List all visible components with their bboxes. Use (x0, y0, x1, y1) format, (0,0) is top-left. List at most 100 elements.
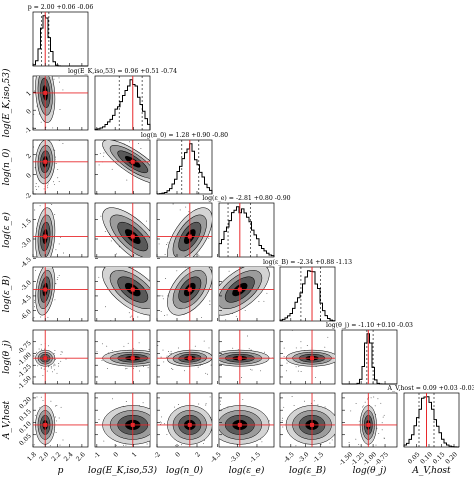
sample-point (291, 396, 293, 398)
sample-point (375, 444, 377, 446)
sample-point (41, 134, 42, 135)
sample-point (103, 155, 105, 157)
sample-point (110, 320, 112, 321)
sample-point (213, 416, 214, 417)
sample-point (153, 407, 154, 408)
sample-point (217, 217, 218, 218)
sample-point (275, 357, 276, 358)
sample-point (163, 460, 164, 461)
sample-point (115, 444, 117, 446)
sample-point (300, 347, 302, 349)
sample-point (215, 445, 216, 446)
x-tick-label: -4.5 (282, 451, 295, 464)
density (217, 393, 277, 451)
sample-point (124, 199, 125, 200)
sample-point (47, 183, 49, 185)
sample-point (356, 449, 357, 450)
sample-point (42, 385, 43, 386)
sample-point (35, 183, 37, 184)
sample-point (152, 257, 153, 258)
sample-point (33, 355, 35, 357)
panel-ticks (217, 397, 258, 447)
panel-frame (218, 202, 275, 258)
truth-marker (130, 234, 135, 239)
sample-point (96, 351, 98, 353)
sample-point (65, 358, 67, 360)
sample-point (217, 441, 218, 442)
density (157, 330, 212, 384)
sample-point (44, 262, 45, 263)
y-tick-label: -1.5 (19, 218, 32, 231)
sample-point (38, 348, 40, 350)
sample-point (58, 363, 60, 364)
sample-point (103, 263, 104, 264)
sample-point (166, 314, 168, 316)
x-axis-label: p (58, 466, 64, 476)
sample-point (50, 367, 52, 369)
density (157, 267, 212, 321)
sample-point (107, 368, 108, 370)
sample-point (231, 328, 232, 329)
sample-point (381, 429, 383, 431)
sample-point (92, 194, 93, 195)
panel-title: log(ε_e) = -2.81 +0.80 -0.90 (202, 195, 290, 202)
sample-point (174, 406, 176, 408)
sample-point (25, 325, 26, 326)
x-tick-label: 1 (131, 451, 139, 459)
sample-point (276, 405, 277, 406)
sample-point (244, 309, 246, 311)
panel-ticks (342, 397, 386, 447)
sample-point (219, 400, 221, 402)
panel-ticks (416, 444, 455, 447)
histogram-panel (32, 11, 89, 67)
sample-point (157, 367, 158, 368)
sample-point (341, 354, 342, 355)
sample-point (31, 165, 32, 166)
sample-point (36, 131, 37, 132)
sample-point (54, 364, 56, 366)
panel-title: log(n_0) = 1.28 +0.90 -0.80 (141, 132, 228, 139)
sample-point (58, 140, 60, 141)
sample-point (262, 450, 263, 451)
sample-point (217, 232, 218, 233)
sample-point (40, 121, 42, 123)
sample-point (170, 352, 172, 354)
sample-point (365, 451, 366, 452)
sample-point (39, 205, 41, 207)
sample-point (151, 172, 152, 173)
contour-panel (156, 329, 213, 385)
sample-point (63, 252, 64, 254)
sample-point (276, 452, 277, 453)
sample-point (34, 75, 35, 76)
truth-marker (130, 422, 135, 427)
sample-point (151, 286, 152, 287)
sample-point (274, 439, 275, 440)
sample-point (120, 451, 121, 452)
sample-point (93, 145, 94, 146)
contour-panel (32, 385, 89, 455)
sample-point (39, 454, 40, 455)
contour-panel (156, 392, 216, 452)
sample-point (127, 342, 129, 344)
sample-point (40, 197, 41, 198)
sample-point (310, 402, 312, 404)
density (33, 385, 88, 455)
density (95, 263, 152, 321)
panel-ticks (156, 397, 198, 447)
sample-point (35, 269, 37, 271)
sample-point (54, 350, 56, 352)
sample-point (93, 358, 94, 359)
sample-point (184, 370, 185, 372)
x-tick-label: 1.8 (26, 451, 38, 463)
sample-point (154, 159, 155, 160)
sample-point (188, 211, 190, 213)
sample-point (350, 410, 352, 412)
sample-point (211, 354, 212, 356)
sample-point (160, 356, 162, 358)
sample-point (99, 152, 101, 154)
sample-point (168, 451, 169, 452)
x-tick-label: 0.15 (432, 451, 447, 466)
sample-point (59, 444, 61, 446)
sample-point (56, 198, 57, 199)
